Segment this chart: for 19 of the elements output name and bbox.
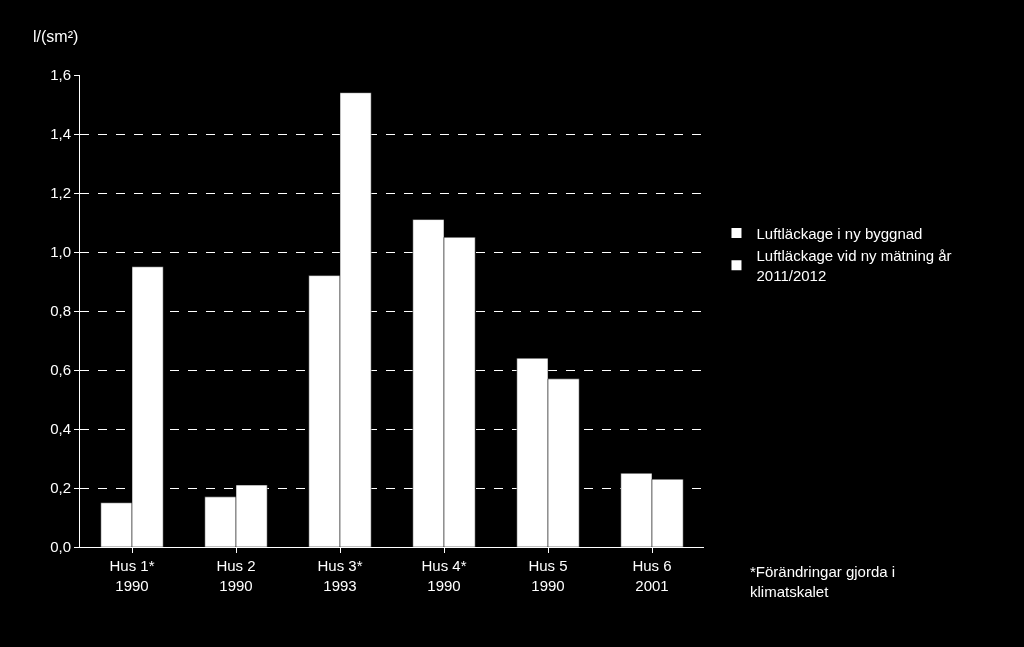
y-tick-label: 1,2: [50, 184, 71, 202]
y-tick-label: 0,4: [50, 420, 71, 438]
x-tick-label: Hus 1* 1990: [109, 557, 155, 594]
legend-label: Luftläckage i ny byggnad: [756, 224, 923, 242]
x-tick-label: Hus 2 1990: [216, 557, 256, 594]
y-tick-label: 0,0: [50, 538, 71, 556]
x-tick-label: Hus 4* 1990: [421, 557, 467, 594]
y-tick-label: 0,6: [50, 361, 71, 379]
y-tick-label: 1,0: [50, 243, 71, 261]
text: *Förändringar gjorda i klimatskalet: [750, 563, 896, 600]
y-tick-label: 1,4: [50, 125, 71, 143]
y-tick-label: 1,6: [50, 66, 71, 84]
y-axis-title: l/(sm²): [33, 28, 79, 45]
x-tick-label: Hus 5 1990: [528, 557, 568, 594]
y-tick-label: 0,8: [50, 302, 71, 320]
x-tick-label: Hus 6 2001: [632, 557, 672, 594]
legend-label: Luftläckage vid ny mätning år 2011/2012: [756, 247, 952, 284]
x-tick-label: Hus 3* 1993: [317, 557, 363, 594]
y-tick-label: 0,2: [50, 479, 71, 497]
